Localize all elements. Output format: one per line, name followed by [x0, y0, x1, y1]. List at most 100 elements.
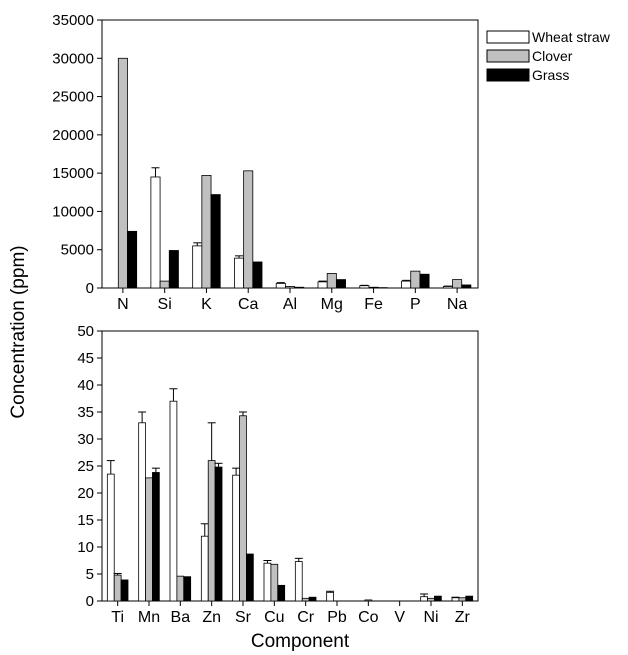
bar-clover-p — [410, 270, 421, 289]
legend: Wheat straw Clover Grass — [486, 29, 611, 83]
x-tick-label-zr: Zr — [455, 609, 471, 626]
bar-grass-zr — [465, 595, 474, 602]
bar-clover-fe — [368, 286, 379, 289]
y-tick-label: 35 — [77, 404, 94, 421]
legend-swatch-grass — [486, 68, 530, 82]
bar-clover-cr — [301, 597, 310, 602]
legend-label-wheat-straw: Wheat straw — [532, 29, 611, 45]
bar-grass-al — [294, 286, 305, 289]
y-tick-label: 50 — [77, 323, 94, 340]
bar-grass-sr — [246, 553, 254, 602]
x-tick-label-zn: Zn — [202, 609, 221, 626]
x-tick-label-k: K — [201, 296, 212, 313]
bar-wheat-straw-ca — [234, 257, 245, 289]
x-tick-label-fe: Fe — [364, 296, 383, 313]
y-tick-label: 0 — [86, 280, 94, 297]
bar-wheat-straw-mg — [317, 281, 328, 289]
x-tick-label-ti: Ti — [111, 609, 124, 626]
bar-grass-n — [127, 230, 138, 289]
bar-clover-ni — [427, 597, 435, 602]
x-tick-label-pb: Pb — [327, 609, 347, 626]
bar-wheat-straw-na — [442, 286, 453, 289]
x-tick-label-p: P — [410, 296, 421, 313]
bar-wheat-straw-ti — [106, 473, 115, 602]
bar-wheat-straw-fe — [359, 285, 370, 289]
bar-clover-na — [452, 279, 463, 289]
bar-clover-cu — [270, 563, 279, 602]
y-tick-label: 0 — [86, 593, 94, 610]
y-tick-label: 30000 — [52, 50, 94, 67]
legend-swatch-wheat-straw — [486, 30, 530, 44]
x-tick-label-n: N — [117, 296, 129, 313]
x-tick-label-si: Si — [158, 296, 172, 313]
x-tick-label-cr: Cr — [297, 609, 315, 626]
x-tick-label-sr: Sr — [235, 609, 252, 626]
bar-wheat-straw-zr — [451, 597, 460, 602]
bar-grass-p — [419, 273, 430, 289]
bar-clover-ti — [113, 574, 122, 602]
y-tick-label: 35000 — [52, 12, 94, 29]
y-axis-title: Concentration (ppm) — [8, 245, 29, 418]
bar-grass-ba — [183, 576, 192, 602]
x-tick-label-cu: Cu — [264, 609, 284, 626]
bar-grass-mn — [152, 472, 160, 602]
bar-wheat-straw-cr — [294, 561, 303, 602]
bar-clover-mn — [145, 477, 153, 602]
legend-label-grass: Grass — [532, 67, 569, 83]
bar-grass-zn — [214, 466, 223, 602]
y-tick-label: 30 — [77, 431, 94, 448]
bar-wheat-straw-ba — [169, 400, 178, 602]
y-tick-label: 15000 — [52, 165, 94, 182]
x-tick-label-mn: Mn — [138, 609, 160, 626]
bar-wheat-straw-p — [401, 280, 412, 289]
bar-clover-n — [117, 57, 128, 289]
x-tick-label-ni: Ni — [423, 609, 438, 626]
bar-grass-cr — [308, 596, 317, 602]
x-tick-label-al: Al — [283, 296, 297, 313]
bar-wheat-straw-pb — [326, 591, 334, 602]
bottom-panel: 0 5 10 15 20 25 30 35 40 45 50 Ti Mn Ba Zn Sr Cu Cr Pb Co V N… — [77, 323, 479, 626]
bar-grass-si — [168, 250, 179, 289]
bar-grass-cu — [277, 584, 286, 602]
bar-clover-al — [285, 286, 295, 289]
y-tick-label: 40 — [77, 377, 94, 394]
bar-clover-zn — [207, 460, 216, 602]
bar-wheat-straw-sr — [232, 474, 240, 602]
bar-clover-co — [364, 599, 373, 602]
bar-clover-mg — [326, 273, 337, 289]
bar-grass-ti — [120, 579, 129, 602]
bar-grass-ca — [252, 261, 263, 289]
x-tick-label-ba: Ba — [171, 609, 191, 626]
x-tick-label-na: Na — [447, 296, 468, 313]
bar-clover-k — [201, 175, 212, 289]
y-tick-label: 25 — [77, 458, 94, 475]
y-tick-label: 15 — [77, 512, 94, 529]
y-tick-label: 20000 — [52, 127, 94, 144]
bar-grass-na — [461, 284, 472, 289]
legend-swatch-clover — [486, 49, 530, 63]
bar-clover-ba — [176, 575, 185, 602]
legend-label-clover: Clover — [532, 48, 573, 64]
bar-wheat-straw-zn — [200, 535, 209, 602]
y-tick-label: 45 — [77, 350, 94, 367]
bar-grass-k — [210, 194, 221, 289]
bar-grass-mg — [335, 279, 346, 289]
bar-clover-ca — [243, 170, 254, 289]
x-tick-label-v: V — [394, 609, 405, 626]
bar-wheat-straw-ni — [420, 596, 428, 602]
x-tick-label-mg: Mg — [321, 296, 343, 313]
y-tick-label: 5000 — [61, 242, 94, 259]
bar-wheat-straw-si — [150, 176, 161, 289]
y-tick-label: 10 — [77, 539, 94, 556]
y-tick-label: 25000 — [52, 89, 94, 106]
bar-grass-ni — [434, 595, 442, 602]
x-axis-title: Component — [251, 631, 350, 652]
y-tick-label: 5 — [86, 566, 94, 583]
y-tick-label: 10000 — [52, 203, 94, 220]
bar-clover-si — [159, 280, 170, 289]
x-tick-label-co: Co — [358, 609, 379, 626]
top-panel: 0 5000 10000 15000 20000 25000 30000 35000 N Si K C… — [52, 12, 479, 313]
x-tick-label-ca: Ca — [238, 296, 259, 313]
bar-clover-sr — [239, 415, 247, 602]
